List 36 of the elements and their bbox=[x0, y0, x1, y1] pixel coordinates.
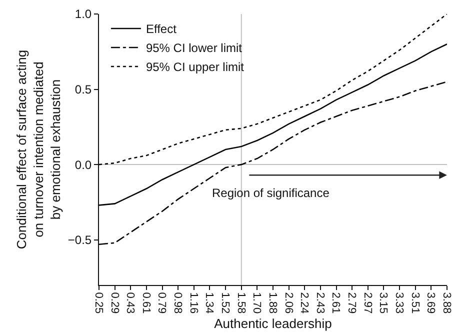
line-series bbox=[99, 43, 447, 206]
x-tick-label: 0.79 bbox=[156, 292, 168, 314]
legend-label: 95% CI lower limit bbox=[146, 41, 243, 56]
x-tick-label: 2.24 bbox=[298, 292, 310, 314]
x-tick-label: 3.51 bbox=[408, 292, 421, 314]
x-tick-label: 0.43 bbox=[124, 292, 136, 314]
x-tick-label: 0.61 bbox=[140, 292, 152, 314]
x-tick-label: 0.25 bbox=[92, 292, 104, 314]
y-tick-label: 0.5 bbox=[74, 82, 92, 96]
x-tick-label: 1.52 bbox=[218, 292, 231, 314]
x-tick-label: 1.70 bbox=[250, 292, 263, 314]
x-tick-label: 2.61 bbox=[330, 292, 342, 314]
x-tick-label: 2.79 bbox=[346, 292, 358, 314]
x-tick-label: 2.43 bbox=[314, 292, 326, 314]
x-axis-title: Authentic leadership bbox=[214, 316, 332, 332]
x-tick-label: 0.98 bbox=[172, 292, 184, 314]
y-tick-label: −0.5 bbox=[68, 233, 92, 248]
x-tick-label: 1.34 bbox=[203, 292, 216, 314]
x-tick-label: 3.88 bbox=[440, 292, 452, 314]
x-tick-label: 3.15 bbox=[377, 292, 390, 314]
line-series bbox=[99, 81, 447, 245]
legend-label: 95% CI upper limit bbox=[146, 60, 245, 74]
line-series bbox=[99, 14, 447, 166]
x-tick-label: 3.69 bbox=[424, 292, 437, 314]
x-tick-label: 1.58 bbox=[234, 292, 247, 314]
annotation: Region of significance bbox=[212, 186, 330, 200]
x-tick-label: 1.16 bbox=[187, 292, 200, 314]
y-axis-title: Conditional effect of surface acting on turnover intention mediated by emotional exhaustion bbox=[14, 50, 63, 250]
x-tick-label: 0.29 bbox=[108, 292, 120, 314]
legend-label: Effect bbox=[146, 22, 178, 36]
y-tick-label: 0.0 bbox=[74, 158, 92, 172]
x-tick-label: 3.33 bbox=[392, 292, 405, 314]
x-tick-label: 2.97 bbox=[361, 292, 374, 314]
x-tick-label: 1.88 bbox=[266, 292, 278, 314]
y-tick-label: 1.0 bbox=[74, 7, 92, 22]
x-tick-label: 2.06 bbox=[282, 292, 294, 314]
